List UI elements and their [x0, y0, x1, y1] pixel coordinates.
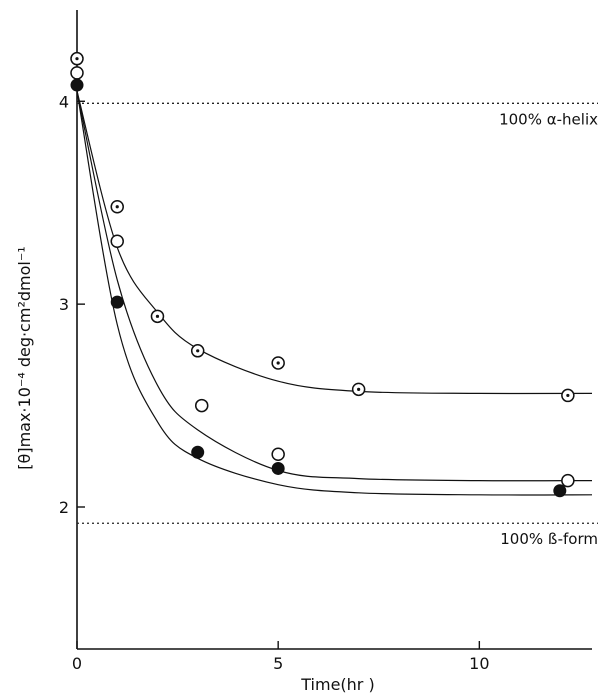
dotted-circle-center: [566, 393, 570, 398]
y-tick-label: 2: [59, 498, 69, 517]
x-tick-label: 10: [469, 654, 489, 673]
data-points: [70, 51, 575, 498]
open-circle-point: [110, 234, 124, 249]
y-axis-label: [θ]max·10⁻⁴ deg·cm²dmol⁻¹: [15, 246, 34, 469]
fit-curve-dotted-circle: [76, 90, 593, 395]
open-circle-point: [194, 398, 209, 413]
y-tick-label: 3: [59, 295, 69, 314]
filled-circle-point: [191, 445, 205, 459]
filled-circle-point: [553, 484, 567, 498]
open-circle-point: [561, 473, 575, 488]
open-circle-point: [271, 447, 285, 462]
dotted-circle-center: [75, 57, 79, 61]
filled-circle-point: [110, 295, 124, 309]
dotted-circle-center: [357, 387, 361, 391]
reference-lines: 100% α-helix 100% ß-form: [77, 102, 598, 548]
filled-circle-point: [271, 461, 285, 475]
dotted-circle-center: [196, 349, 200, 353]
fit-curve-filled-circle: [76, 90, 593, 496]
x-axis-label: Time(hr ): [300, 675, 374, 694]
y-tick-label: 4: [59, 92, 69, 111]
reference-label: 100% ß-form: [500, 530, 598, 548]
reference-label: 100% α-helix: [499, 110, 598, 128]
axes: 2 3 4 0 5 10: [59, 10, 592, 673]
x-tick-label: 5: [273, 654, 283, 673]
dotted-circle-center: [155, 314, 160, 318]
x-tick-label: 0: [72, 654, 82, 673]
open-circle-point: [70, 66, 84, 80]
dotted-circle-center: [115, 205, 119, 209]
dotted-circle-center: [276, 361, 280, 365]
filled-circle-point: [70, 78, 84, 92]
fit-curves: [76, 90, 593, 496]
fit-curve-open-circle: [76, 90, 593, 482]
